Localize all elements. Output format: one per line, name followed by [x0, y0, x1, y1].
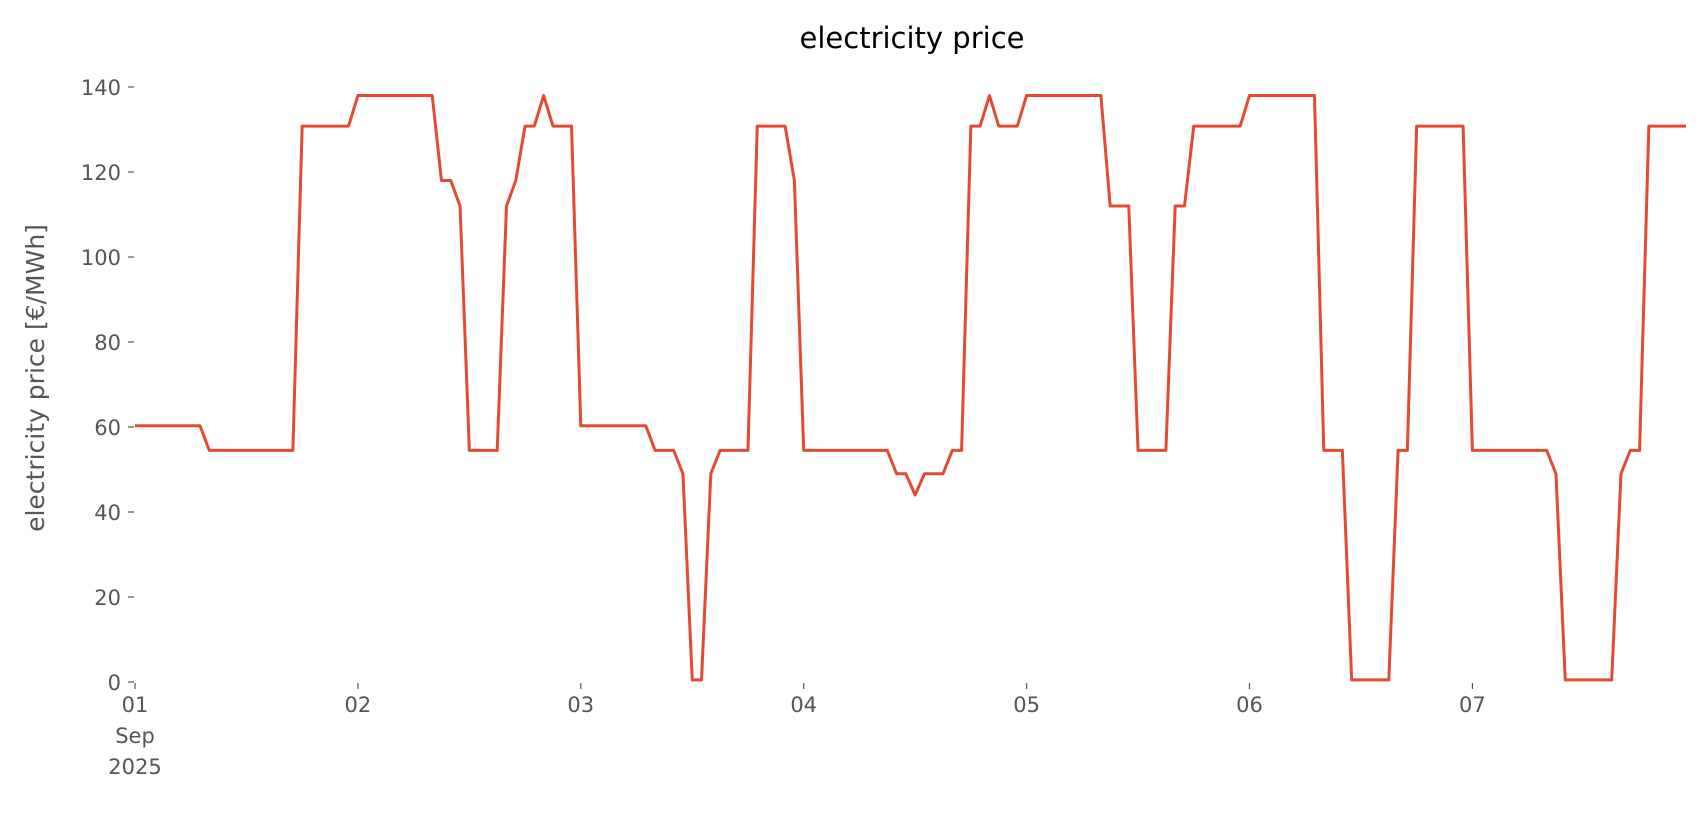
- y-tick-label: 20: [94, 586, 121, 610]
- y-axis-label: electricity price [€/MWh]: [21, 224, 50, 532]
- x-tick-label: 05: [1013, 693, 1040, 717]
- line: [135, 94, 1686, 682]
- y-tick-label: 40: [94, 501, 121, 525]
- x-tick-label: 02: [345, 693, 372, 717]
- x-tick-label: 07: [1459, 693, 1486, 717]
- x-tick-label: 04: [790, 693, 817, 717]
- y-tick-label: 100: [81, 246, 121, 270]
- y-tick-label: 0: [108, 671, 121, 695]
- x-tick-label: 03: [567, 693, 594, 717]
- y-tick-label: 140: [81, 76, 121, 100]
- y-tick-label: 120: [81, 161, 121, 185]
- chart-title: electricity price: [800, 21, 1025, 55]
- y-tick-label: 80: [94, 331, 121, 355]
- y-tick-label: 60: [94, 416, 121, 440]
- x-tick-label: 06: [1236, 693, 1263, 717]
- x-tick-label: 01 Sep 2025: [108, 693, 161, 779]
